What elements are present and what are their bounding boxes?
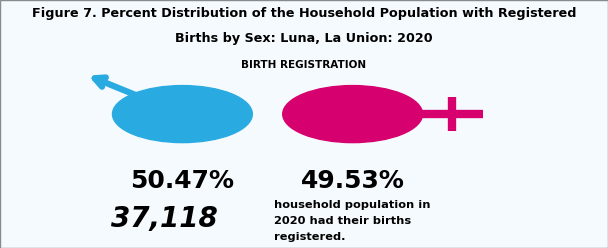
Circle shape: [283, 86, 423, 143]
Text: registered.: registered.: [274, 232, 345, 242]
Text: 2020 had their births: 2020 had their births: [274, 216, 411, 226]
Text: 49.53%: 49.53%: [301, 169, 404, 193]
Text: household population in: household population in: [274, 200, 430, 210]
Text: 37,118: 37,118: [111, 205, 218, 233]
Text: Births by Sex: Luna, La Union: 2020: Births by Sex: Luna, La Union: 2020: [175, 32, 433, 45]
Text: BIRTH REGISTRATION: BIRTH REGISTRATION: [241, 60, 367, 69]
Circle shape: [112, 86, 252, 143]
Text: Figure 7. Percent Distribution of the Household Population with Registered: Figure 7. Percent Distribution of the Ho…: [32, 7, 576, 20]
Text: 50.47%: 50.47%: [130, 169, 235, 193]
